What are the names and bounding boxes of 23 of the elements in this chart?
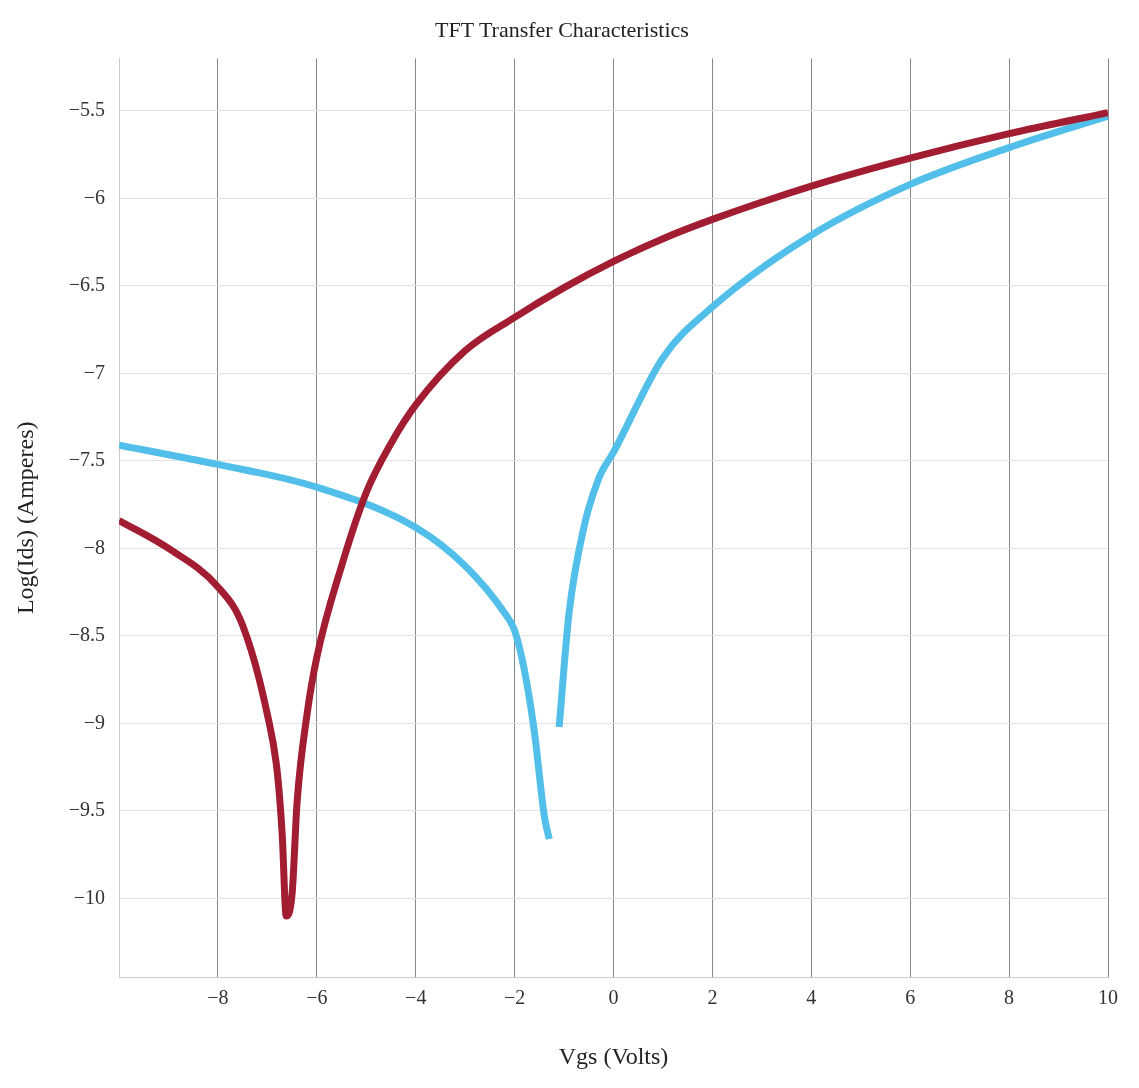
y-tick-label: −6.5 (68, 273, 106, 296)
y-tick-label: −5.5 (68, 98, 106, 121)
x-tick-label: −8 (207, 986, 229, 1009)
y-tick-label: −6 (83, 185, 106, 208)
x-tick-label: 4 (806, 986, 817, 1009)
x-tick-label: −2 (504, 986, 526, 1009)
x-axis-title: Vgs (Volts) (558, 1042, 669, 1069)
y-tick-label: −9.5 (68, 798, 106, 821)
y-tick-label: −10 (73, 885, 106, 908)
x-tick-label: 0 (608, 986, 619, 1009)
y-axis-title: Log(Ids) (Amperes) (11, 421, 38, 615)
chart-title: TFT Transfer Characteristics (435, 16, 689, 42)
x-tick-label: 2 (707, 986, 718, 1009)
y-tick-label: −8.5 (68, 623, 106, 646)
x-tick-label: −6 (306, 986, 328, 1009)
x-tick-label: −4 (405, 986, 427, 1009)
y-tick-label: −7 (83, 360, 106, 383)
y-tick-label: −9 (83, 710, 106, 733)
y-tick-label: −8 (83, 535, 106, 558)
x-tick-label: 8 (1004, 986, 1015, 1009)
x-tick-label: 10 (1098, 986, 1118, 1009)
x-tick-label: 6 (905, 986, 916, 1009)
y-tick-label: −7.5 (68, 448, 106, 471)
